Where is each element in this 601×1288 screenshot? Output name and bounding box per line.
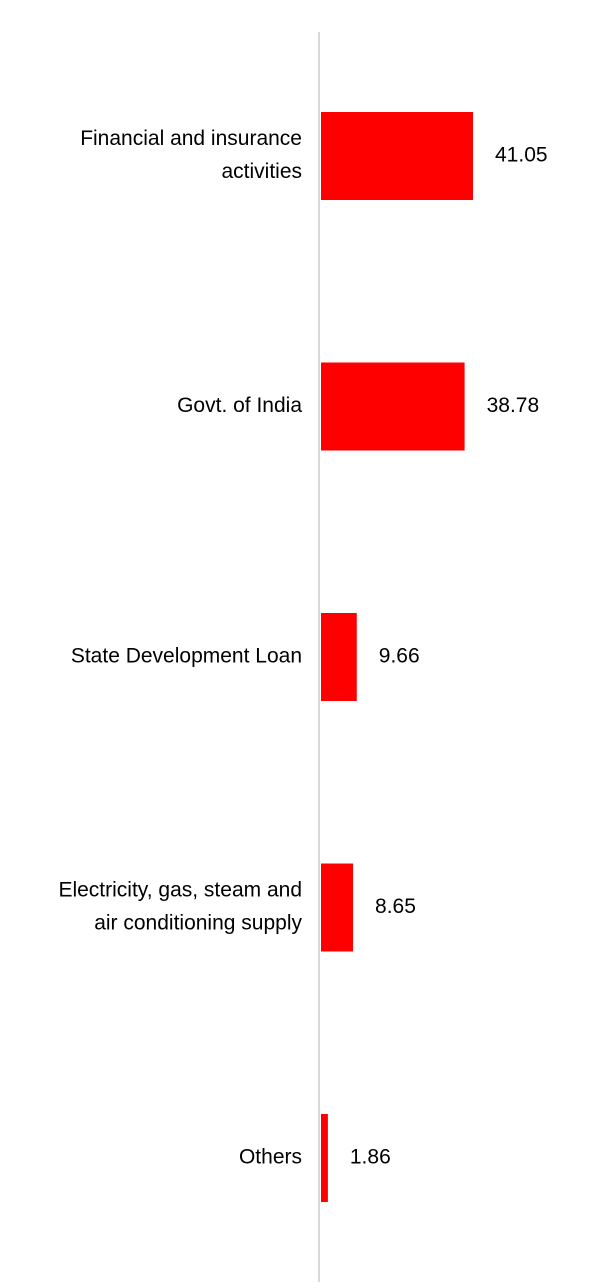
value-label-4: 1.86: [350, 1146, 391, 1169]
category-label-0-line-0: Financial and insurance: [80, 127, 302, 150]
category-label-2-line-0: State Development Loan: [71, 645, 302, 668]
bar-3: [321, 863, 354, 952]
bar-1: [321, 362, 465, 451]
bar-0: [321, 112, 473, 200]
value-label-3: 8.65: [375, 895, 416, 918]
category-label-3-line-1: air conditioning supply: [94, 912, 302, 935]
value-label-2: 9.66: [379, 645, 420, 668]
value-label-1: 38.78: [487, 394, 540, 417]
value-label-0: 41.05: [495, 144, 548, 167]
category-label-0-line-1: activities: [221, 160, 302, 183]
category-label-1-line-0: Govt. of India: [177, 394, 302, 417]
category-label-4-line-0: Others: [239, 1146, 302, 1169]
bars-group: 41.05 Financial and insurance activities 38…: [58, 112, 548, 1202]
bar-4: [321, 1114, 328, 1202]
bar-2: [321, 613, 357, 701]
category-label-3-line-0: Electricity, gas, steam and: [58, 879, 302, 902]
